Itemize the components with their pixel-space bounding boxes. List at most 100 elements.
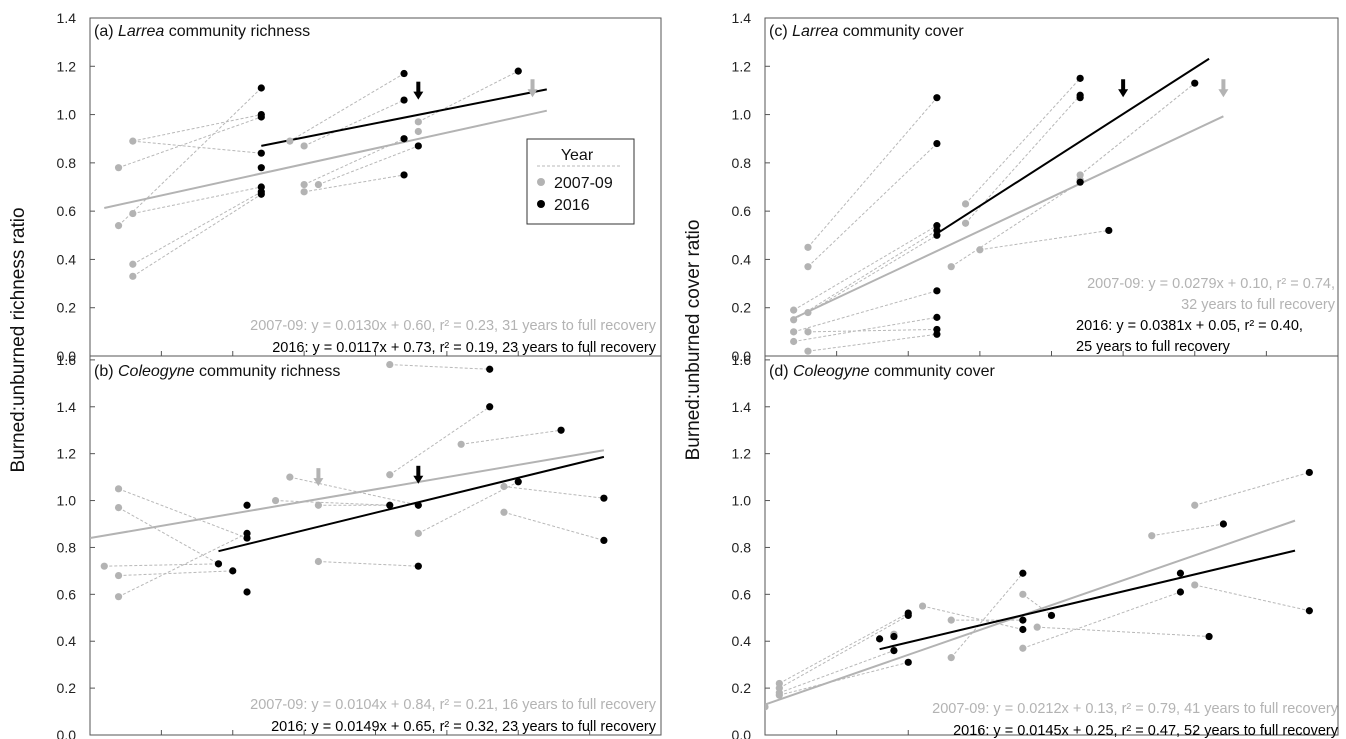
- data-point-2007-09: [314, 180, 322, 189]
- trendline-2007-09: [104, 109, 548, 209]
- data-point-2016: [1076, 94, 1084, 102]
- data-point-2016: [904, 658, 912, 666]
- connector-line: [289, 73, 405, 142]
- data-point-2016: [400, 135, 408, 143]
- data-point-2016: [257, 149, 265, 157]
- legend-marker-2016: [537, 200, 545, 208]
- legend-label-2007-09: 2007-09: [554, 175, 613, 192]
- connector-line: [132, 114, 262, 142]
- recovery-arrow-2016: [1118, 79, 1129, 98]
- connector-line: [779, 661, 909, 696]
- connector-line: [1151, 523, 1224, 537]
- y-tick-label: 1.0: [732, 107, 752, 123]
- legend-marker-2007-09: [537, 178, 545, 186]
- connector-line: [304, 174, 405, 193]
- data-point-2007-09: [500, 482, 508, 491]
- data-point-2007-09: [961, 200, 970, 208]
- data-point-2007-09: [286, 137, 294, 145]
- trendline-2016: [879, 549, 1296, 651]
- y-tick-label: 0.8: [57, 155, 77, 171]
- connector-line: [807, 143, 938, 268]
- data-point-2007-09: [804, 328, 812, 336]
- recovery-arrow-2007-09: [527, 79, 538, 98]
- data-point-2007-09: [976, 246, 984, 254]
- recovery-arrow-2007-09: [313, 468, 324, 487]
- recovery-arrow-2016: [413, 465, 424, 484]
- data-point-2016: [933, 330, 941, 338]
- data-point-2016: [514, 478, 522, 486]
- connector-line: [503, 485, 604, 499]
- connector-line: [104, 563, 219, 567]
- trendline-2016: [218, 455, 605, 553]
- y-tick-label: 0.2: [732, 300, 752, 316]
- data-point-2016: [876, 635, 884, 643]
- connector-line: [793, 225, 938, 311]
- recovery-arrow-2016: [413, 81, 424, 100]
- connector-line: [118, 507, 219, 565]
- y-tick-label: 1.0: [57, 493, 77, 509]
- data-point-2016: [933, 287, 941, 295]
- y-tick-label: 0.0: [732, 727, 752, 739]
- connector-line: [275, 500, 390, 506]
- data-point-2007-09: [300, 180, 308, 189]
- data-point-2016: [1019, 569, 1027, 577]
- left-y-axis-label: Burned:unburned richness ratio: [8, 207, 29, 472]
- data-point-2007-09: [804, 243, 812, 251]
- y-tick-label: 0.4: [57, 633, 77, 649]
- data-point-2016: [514, 67, 522, 75]
- connector-line: [132, 140, 262, 154]
- connector-line: [965, 78, 1081, 205]
- data-point-2007-09: [100, 562, 108, 570]
- data-point-2007-09: [300, 188, 308, 196]
- data-point-2007-09: [114, 222, 123, 230]
- data-point-2016: [229, 567, 237, 575]
- panel-title: (c) Larrea community cover: [769, 23, 964, 40]
- y-tick-label: 0.6: [57, 586, 77, 602]
- y-tick-label: 1.4: [57, 399, 77, 415]
- data-point-2007-09: [314, 501, 322, 509]
- data-point-2007-09: [765, 703, 769, 711]
- plot-frame: [89, 355, 662, 736]
- connector-line: [318, 561, 419, 567]
- connector-line: [779, 650, 895, 694]
- y-tick-label: 0.6: [732, 586, 752, 602]
- panel-title: (b) Coleogyne community richness: [94, 363, 340, 380]
- data-point-2007-09: [500, 508, 508, 516]
- y-tick-label: 0.4: [57, 251, 77, 267]
- legend: Year 2007-09 2016: [526, 138, 635, 225]
- connector-line: [779, 612, 909, 684]
- connector-line: [389, 406, 490, 476]
- data-point-2007-09: [414, 127, 422, 136]
- data-point-2007-09: [790, 328, 798, 336]
- data-point-2007-09: [386, 471, 394, 479]
- data-point-2007-09: [1148, 532, 1156, 540]
- y-tick-label: 1.2: [57, 58, 77, 74]
- plot-area: [90, 360, 608, 601]
- data-point-2016: [414, 562, 422, 570]
- recovery-arrow-2007-09: [1218, 79, 1229, 98]
- plot-area: [765, 468, 1313, 711]
- data-point-2007-09: [804, 263, 812, 271]
- connector-line: [979, 229, 1109, 251]
- y-tick-label: 1.4: [732, 10, 752, 26]
- y-tick-label: 0.2: [57, 300, 77, 316]
- data-point-2007-09: [1191, 501, 1199, 509]
- data-point-2016: [933, 231, 941, 239]
- data-point-2007-09: [129, 272, 137, 280]
- data-point-2007-09: [457, 440, 465, 448]
- data-point-2016: [400, 171, 408, 179]
- y-tick-label: 1.0: [732, 493, 752, 509]
- legend-title: Year: [561, 147, 594, 164]
- trendline-2007-09: [90, 449, 605, 540]
- y-tick-label: 0.4: [732, 251, 752, 267]
- equation-2016: 2016: y = 0.0149x + 0.65, r² = 0.32, 23 …: [271, 719, 657, 735]
- connector-line: [132, 186, 262, 215]
- data-point-2016: [1105, 226, 1113, 235]
- data-point-2007-09: [961, 219, 970, 227]
- data-point-2016: [386, 501, 394, 509]
- data-point-2007-09: [804, 308, 812, 317]
- equation-2007-09: 32 years to full recovery: [1181, 297, 1336, 313]
- data-point-2016: [486, 403, 494, 411]
- y-tick-label: 0.0: [732, 348, 752, 364]
- connector-line: [793, 316, 937, 343]
